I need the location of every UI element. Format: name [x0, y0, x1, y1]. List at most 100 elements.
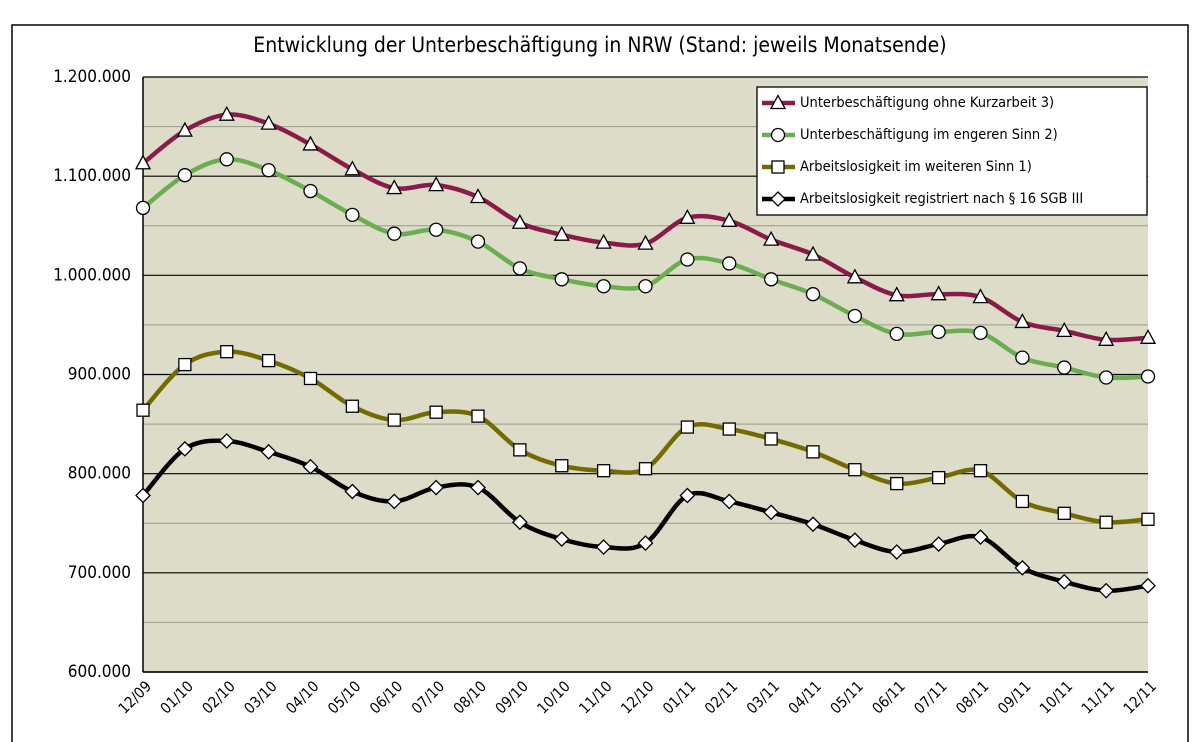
marker [386, 493, 403, 510]
marker [680, 252, 695, 267]
marker [722, 422, 736, 436]
y-tick-label: 600.000 [68, 662, 131, 682]
marker [1015, 494, 1030, 509]
marker [218, 105, 235, 121]
y-tick-label: 1.200.000 [53, 67, 131, 87]
marker [1140, 369, 1156, 384]
marker [387, 226, 402, 241]
marker [890, 476, 904, 491]
marker [344, 483, 361, 500]
marker [596, 464, 611, 478]
marker [176, 121, 193, 137]
marker [428, 479, 445, 496]
marker [679, 487, 696, 504]
marker [847, 308, 863, 324]
y-tick-label: 900.000 [68, 365, 131, 385]
series [135, 433, 1156, 599]
marker [1015, 350, 1030, 365]
marker [135, 487, 151, 504]
series [136, 345, 1155, 529]
marker [261, 163, 276, 178]
marker [1098, 582, 1115, 599]
marker [345, 207, 360, 222]
marker [176, 440, 193, 457]
marker [595, 233, 612, 249]
marker [178, 357, 192, 372]
series [134, 105, 1157, 346]
marker [303, 183, 318, 199]
marker [930, 536, 947, 552]
marker [303, 371, 318, 386]
marker [1099, 515, 1113, 529]
marker [470, 234, 486, 249]
marker [888, 544, 905, 560]
marker [1140, 577, 1156, 594]
y-tick-label: 1.000.000 [53, 265, 131, 285]
marker [1056, 573, 1073, 590]
marker [220, 345, 234, 359]
marker [386, 179, 403, 195]
marker [722, 256, 737, 271]
marker [511, 213, 528, 229]
marker [1098, 370, 1114, 385]
marker [345, 399, 360, 413]
marker [1141, 512, 1155, 526]
marker [721, 493, 738, 510]
marker [428, 176, 445, 192]
marker [848, 463, 862, 477]
marker [931, 470, 946, 485]
marker [637, 234, 654, 250]
marker [511, 514, 528, 531]
marker [804, 245, 822, 261]
legend-label: Arbeitslosigkeit im weiteren Sinn 1) [800, 159, 1032, 175]
marker [470, 479, 486, 496]
marker [764, 432, 778, 446]
marker [553, 531, 570, 548]
marker [513, 443, 527, 457]
marker [805, 516, 821, 533]
marker [344, 160, 361, 176]
marker [261, 353, 276, 368]
marker [721, 211, 738, 227]
marker [638, 462, 653, 476]
marker [846, 532, 863, 549]
y-tick-label: 800.000 [68, 464, 131, 484]
legend-label: Unterbeschäftigung ohne Kurzarbeit 3) [800, 95, 1054, 111]
marker [177, 168, 193, 183]
marker [134, 154, 152, 170]
marker [679, 208, 696, 224]
marker [973, 464, 988, 478]
marker [770, 191, 786, 207]
marker [1014, 559, 1031, 576]
marker [554, 272, 569, 287]
marker [1139, 328, 1157, 344]
marker [805, 287, 821, 302]
marker [763, 272, 779, 287]
marker [512, 261, 528, 276]
marker [972, 529, 989, 546]
marker [680, 420, 695, 434]
legend-label: Arbeitslosigkeit registriert nach § 16 S… [800, 191, 1083, 207]
marker [555, 459, 569, 473]
marker [638, 279, 653, 294]
legend-box [756, 86, 1148, 216]
marker [972, 288, 989, 304]
marker [973, 325, 988, 341]
marker [595, 539, 612, 555]
marker [260, 443, 277, 460]
legend: Unterbeschäftigung ohne Kurzarbeit 3) Unt… [756, 86, 1148, 216]
marker [596, 279, 611, 294]
marker [889, 326, 904, 341]
marker [930, 285, 947, 301]
y-tick-label: 1.100.000 [53, 166, 131, 186]
marker [136, 403, 150, 417]
marker [135, 200, 151, 216]
marker [770, 127, 786, 143]
marker [763, 504, 780, 521]
marker [387, 413, 401, 427]
marker [1014, 313, 1031, 329]
marker [769, 94, 787, 110]
marker [219, 152, 234, 167]
